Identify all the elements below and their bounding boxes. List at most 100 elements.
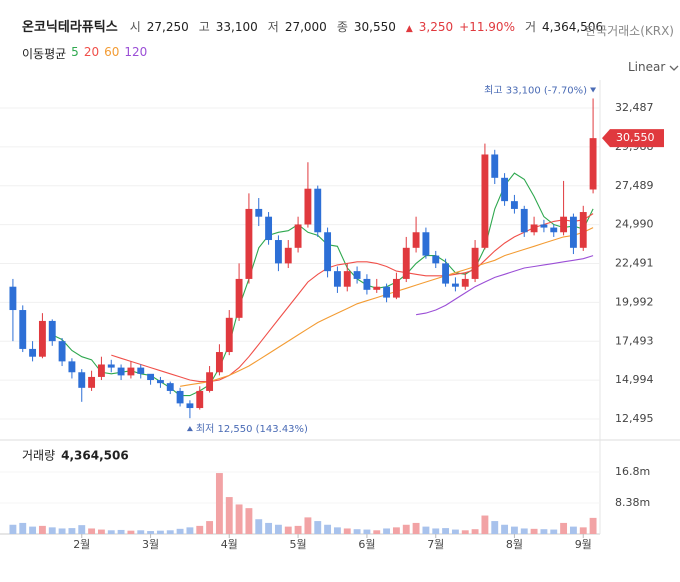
volume-bar [373,530,381,534]
volume-bar [451,529,459,534]
volume-bar [383,528,391,534]
volume-bar [461,530,469,534]
volume-bar [97,529,105,534]
candle-body [402,247,410,279]
volume-bar [432,528,440,534]
candle-body [58,341,66,362]
x-tick-label: 3월 [142,538,159,551]
x-tick-label: 4월 [221,538,238,551]
y-tick-label: 12,495 [615,412,654,425]
volume-bar [284,526,292,534]
ma-legend: 이동평균 5 20 60 120 [22,45,147,62]
ma-line [111,213,594,383]
candle-body [294,224,302,248]
volume-bar [137,530,145,534]
x-tick-label: 8월 [506,538,523,551]
candle-body [501,177,509,202]
volume: 4,364,506 [542,20,604,34]
y-tick-label: 19,992 [615,295,654,308]
up-icon: ▲ [405,24,413,34]
volume-bar [68,528,76,534]
candle-body [78,372,86,388]
candle-body [38,320,46,357]
volume-bar [569,526,577,534]
volume-bar [48,527,56,534]
volume-bar [274,524,282,534]
candle-body [540,224,548,228]
scale-select[interactable]: Linear [628,60,679,74]
candle-body [225,317,233,353]
volume-bar [589,517,597,534]
volume-bar [127,530,135,534]
quote-label: 고 [198,20,210,34]
volume-bar [501,524,509,534]
volume-bar [215,473,223,534]
candle-body [324,232,332,272]
volume-bar [481,515,489,534]
candle-body [333,271,341,287]
y-tick-label: 14,994 [615,373,654,386]
candle-body [560,216,568,233]
volume-bar [442,528,450,534]
volume-bar [245,508,253,534]
volume-bar [88,528,96,534]
volume-bar [19,522,27,534]
candle-body [373,286,381,290]
y-tick-label: 8.38m [615,496,650,509]
volume-bar [9,524,17,534]
y-tick-label: 32,487 [615,101,654,114]
volume-bar [58,528,66,534]
candle-body [117,367,125,376]
volume-bar [324,524,332,534]
candle-body [284,247,292,264]
exchange: 한국거래소(KRX) [585,24,674,38]
ma-entry: 120 [124,45,148,59]
volume-bar [579,527,587,534]
ma-line [416,255,594,316]
volume-bar [117,529,125,534]
candle-body [29,348,37,357]
candle-body [363,278,371,290]
candle-body [510,201,518,209]
volume-bar [78,525,86,534]
volume-bar [265,522,273,534]
candle-body [383,286,391,298]
candle-body [9,286,17,311]
volume-bar [550,529,558,534]
volume-bar [333,527,341,534]
volume-bar [255,519,263,534]
volume-bar [156,530,164,534]
y-tick-label: 17,493 [615,334,654,347]
quote-value: 30,550 [353,20,396,34]
scale-label[interactable]: Linear [628,60,666,74]
y-tick-label: 24,990 [615,218,654,231]
last-price: 30,550 [616,131,655,144]
candle-body [579,212,587,248]
volume-bar [196,525,204,534]
candle-body [88,376,96,388]
candle-body [235,278,243,318]
change-pct: +11.90% [459,20,515,34]
volume-last: 4,364,506 [61,449,129,463]
volume-bar [530,528,538,534]
volume-bar [540,529,548,534]
volume-bar [304,517,312,534]
high-label: 최고 33,100 (-7.70%) [484,84,587,96]
chevron [669,65,679,71]
quote-label: 시 [129,20,141,34]
volume-bar [510,526,518,534]
candle-body [215,352,223,373]
candle-body [206,372,214,391]
ma-title: 이동평균 [22,47,67,61]
y-tick-label: 16.8m [615,465,650,478]
y-tick-label: 22,491 [615,257,654,270]
stock-name: 온코닉테라퓨틱스 [22,20,118,35]
volume-bar [314,521,322,534]
candle-body [304,188,312,225]
quote-value: 27,250 [146,20,189,34]
volume-bar [392,527,400,534]
high-icon [590,87,597,93]
candle-body [569,216,577,248]
